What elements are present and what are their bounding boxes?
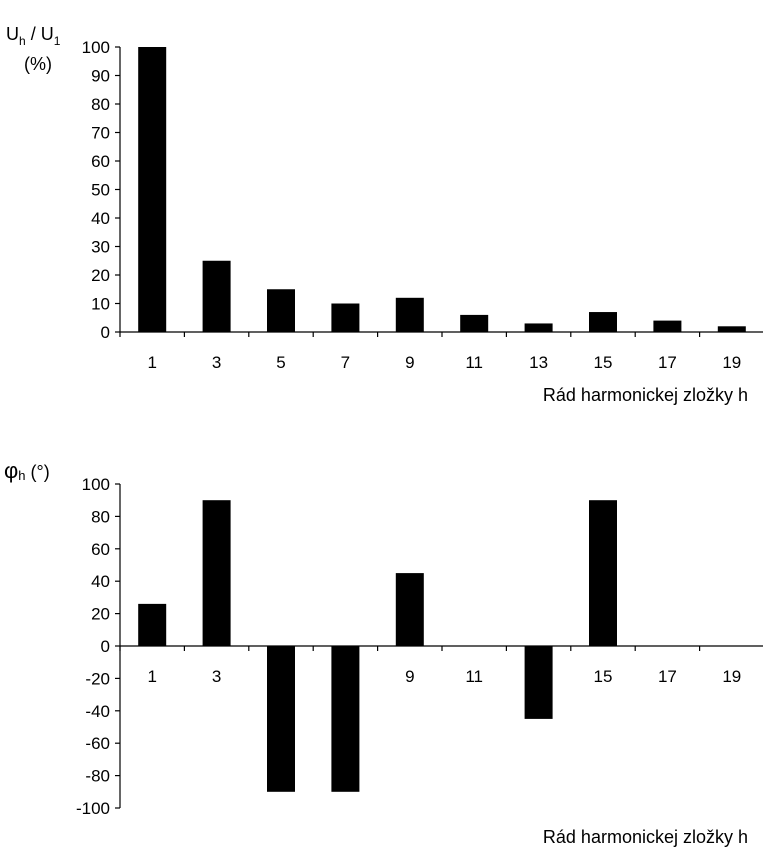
bar-h13: [524, 323, 553, 332]
y-tick-label: -80: [85, 767, 110, 786]
y-tick-label: 0: [101, 637, 110, 656]
bar-h11: [460, 314, 489, 332]
bar-h13: [524, 646, 553, 719]
bar-h1: [138, 603, 167, 646]
y-tick-label: 0: [101, 323, 110, 342]
bar-h9: [395, 573, 424, 646]
x-tick-label: 17: [658, 667, 677, 686]
y-tick-label: 20: [91, 605, 110, 624]
x-tick-label: 9: [405, 353, 414, 372]
x-tick-label: 19: [722, 667, 741, 686]
x-tick-label: 19: [722, 353, 741, 372]
bar-h3: [202, 260, 231, 332]
y-tick-label: -20: [85, 669, 110, 688]
x-tick-label: 11: [465, 353, 483, 372]
y-tick-label: 40: [91, 209, 110, 228]
y-tick-label: 20: [91, 266, 110, 285]
bar-h9: [395, 297, 424, 332]
amplitude-xlabel: Rád harmonickej zložky h: [543, 385, 748, 405]
x-tick-label: 7: [341, 353, 350, 372]
y-tick-label: 70: [91, 124, 110, 143]
phase-chart: φh (°) -100 -80 -60 -40 -20 0 20 40 60 80 100 1 3 9 11…: [4, 458, 763, 847]
x-tick-label: 1: [147, 667, 156, 686]
phase-xlabel: Rád harmonickej zložky h: [543, 827, 748, 847]
phase-ylabel: φh (°): [4, 458, 50, 483]
bar-h3: [202, 500, 231, 646]
bar-h15: [589, 500, 617, 646]
bar-h19: [717, 326, 746, 332]
bar-h7: [331, 303, 360, 332]
amplitude-ylabel: Uh / U1: [6, 24, 61, 48]
y-tick-label: 90: [91, 67, 110, 86]
y-tick-label: 60: [91, 540, 110, 559]
x-tick-label: 3: [212, 667, 221, 686]
y-tick-label: 10: [91, 295, 110, 314]
amplitude-ylabel-unit: (%): [24, 54, 52, 74]
y-tick-label: -60: [85, 734, 110, 753]
bar-h1: [138, 47, 167, 332]
x-tick-label: 5: [276, 353, 285, 372]
x-tick-label: 13: [529, 353, 548, 372]
y-tick-label: 60: [91, 152, 110, 171]
x-tick-label: 15: [594, 667, 613, 686]
y-tick-label: 100: [82, 475, 110, 494]
bar-h17: [653, 320, 682, 332]
y-tick-label: -100: [76, 799, 110, 818]
x-tick-label: 9: [405, 667, 414, 686]
y-tick-label: 80: [91, 507, 110, 526]
bar-h5: [267, 646, 295, 792]
y-tick-label: 30: [91, 238, 110, 257]
x-tick-label: 15: [594, 353, 613, 372]
x-tick-label: 1: [147, 353, 156, 372]
bar-h15: [589, 312, 617, 332]
y-tick-label: -40: [85, 702, 110, 721]
x-tick-label: 17: [658, 353, 677, 372]
bar-h7: [331, 646, 360, 792]
y-tick-label: 40: [91, 572, 110, 591]
y-tick-label: 50: [91, 181, 110, 200]
bar-h5: [267, 289, 295, 332]
x-tick-label: 11: [465, 667, 483, 686]
x-tick-label: 3: [212, 353, 221, 372]
y-tick-label: 80: [91, 95, 110, 114]
y-tick-label: 100: [82, 38, 110, 57]
